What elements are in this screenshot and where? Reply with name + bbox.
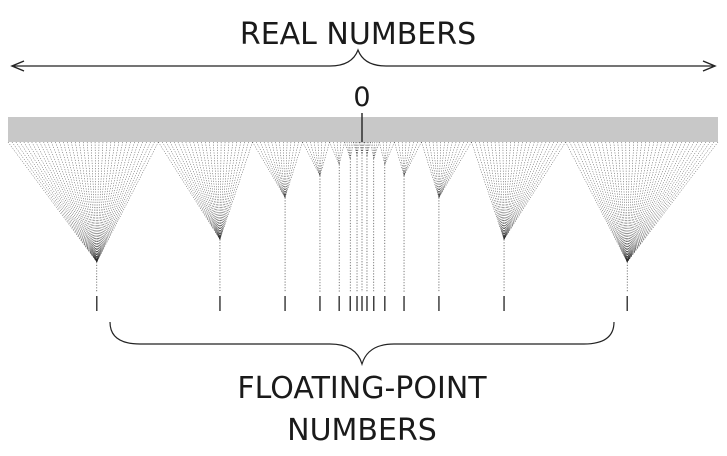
rounding-fans	[7, 141, 719, 292]
rounding-fan	[329, 141, 345, 292]
rounding-fan	[364, 141, 371, 292]
rounding-fan	[370, 141, 380, 292]
float-ticks	[96, 296, 628, 311]
rounding-fan	[7, 141, 159, 292]
numbers-label: NUMBERS	[287, 413, 437, 448]
float-brace	[109, 321, 615, 367]
rounding-fan	[353, 141, 360, 292]
rounding-fan	[379, 141, 395, 292]
rounding-fan	[565, 141, 719, 292]
rounding-fan	[471, 141, 566, 292]
rounding-fan	[359, 141, 365, 292]
real-number-band	[8, 117, 718, 142]
real-number-line-arrow	[10, 48, 717, 72]
rounding-fan	[302, 141, 330, 292]
rounding-fan	[158, 141, 253, 292]
rounding-fan	[394, 141, 422, 292]
floating-point-label: FLOATING-POINT	[237, 371, 487, 406]
rounding-fan	[421, 141, 472, 292]
real-numbers-label: REAL NUMBERS	[240, 17, 476, 52]
zero-label: 0	[353, 82, 370, 113]
rounding-fan	[252, 141, 303, 292]
rounding-fan	[344, 141, 354, 292]
